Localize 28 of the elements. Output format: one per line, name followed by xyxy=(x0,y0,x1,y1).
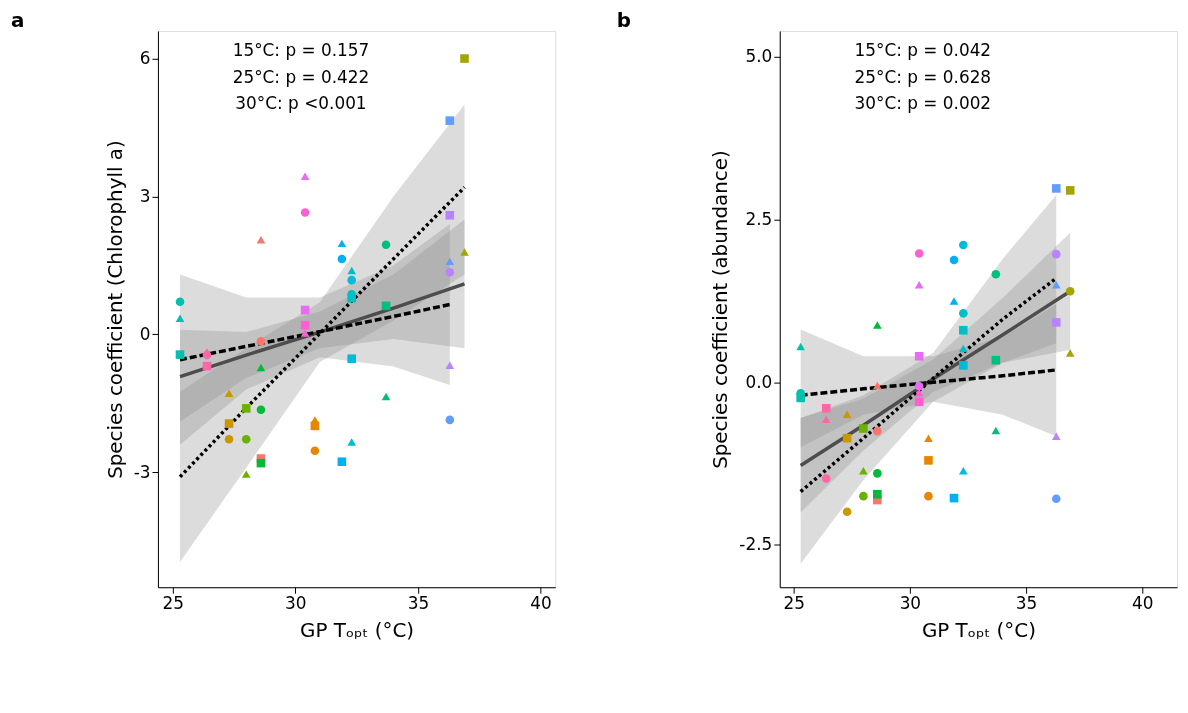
annotation: 30°C: p = 0.002 xyxy=(854,93,992,114)
annotation: 30°C: p <0.001 xyxy=(235,93,367,114)
y-tick-label: 0 xyxy=(139,323,151,344)
annotation: 25°C: p = 0.628 xyxy=(854,66,992,87)
y-tick-label: -3 xyxy=(133,461,151,482)
x-tick-label: 40 xyxy=(530,592,552,613)
x-tick-label: 25 xyxy=(783,592,805,613)
y-tick-label: 0.0 xyxy=(745,371,773,392)
annotation: 25°C: p = 0.422 xyxy=(232,66,370,87)
y-tick-label: 3 xyxy=(139,185,151,206)
x-tick-label: 40 xyxy=(1131,592,1154,613)
x-tick-label: 30 xyxy=(899,592,922,613)
x-tick-label: 25 xyxy=(162,592,184,613)
x-tick-label: 35 xyxy=(407,592,430,613)
annotation: 15°C: p = 0.157 xyxy=(232,39,370,60)
y-axis-title: Species coefficient (abundance) xyxy=(709,150,733,469)
chart-title: a xyxy=(10,9,25,32)
x-tick-label: 35 xyxy=(1015,592,1038,613)
x-tick-label: 30 xyxy=(285,592,307,613)
annotation: 15°C: p = 0.042 xyxy=(854,39,992,60)
y-tick-label: 5.0 xyxy=(745,46,773,67)
y-tick-label: -2.5 xyxy=(739,534,773,555)
x-axis-title: GP Tₒₚₜ (°C) xyxy=(921,619,1036,643)
y-axis-title: Species coefficient (Chlorophyll a) xyxy=(103,140,127,479)
text: b xyxy=(616,9,631,32)
x-axis-title: GP Tₒₚₜ (°C) xyxy=(300,619,415,643)
y-tick-label: 6 xyxy=(139,48,151,69)
y-tick-label: 2.5 xyxy=(745,209,773,230)
